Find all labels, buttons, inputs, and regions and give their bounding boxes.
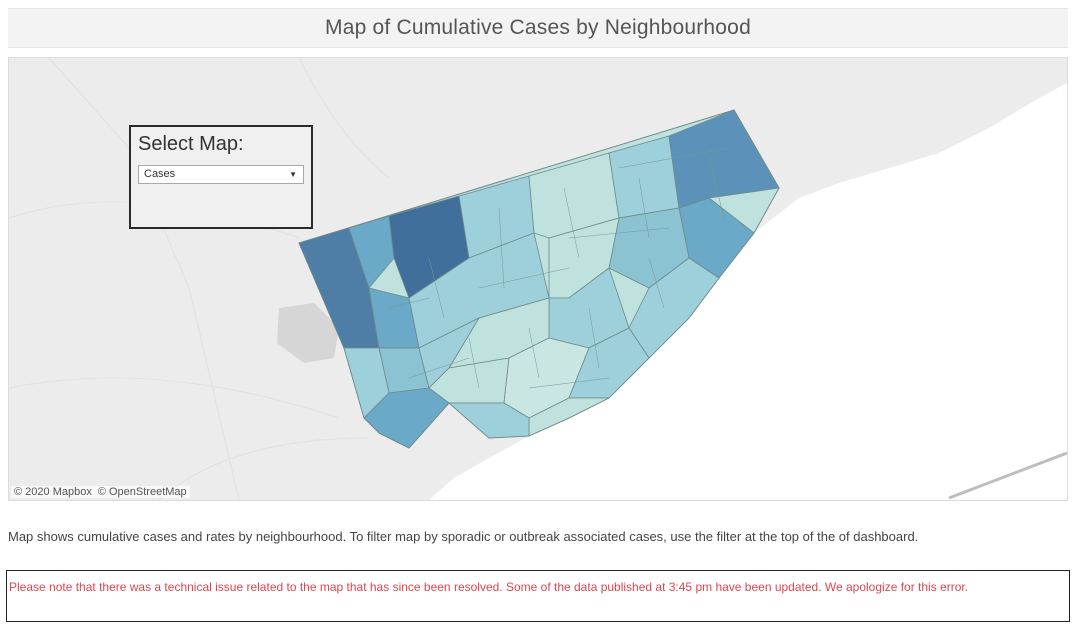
map-type-selected-value: Cases [144,168,176,180]
map-canvas[interactable] [9,58,1067,500]
neighbourhood-lakeshore [447,402,530,439]
mapbox-attribution-link[interactable]: © 2020 Mapbox [14,486,92,498]
map-attribution[interactable]: © 2020 Mapbox © OpenStreetMap [11,486,190,498]
map-type-dropdown[interactable]: Cases ▼ [138,165,304,184]
neighbourhood-borders [388,147,730,389]
error-notice-text: Please note that there was a technical i… [9,580,969,594]
osm-attribution-link[interactable]: © OpenStreetMap [97,486,187,498]
map-description: Map shows cumulative cases and rates by … [8,529,919,544]
park-area [277,303,339,363]
select-map-label: Select Map: [138,133,244,155]
page-title: Map of Cumulative Cases by Neighbourhood [325,16,751,39]
dropdown-arrow-icon[interactable]: ▼ [289,170,297,179]
map-selector-panel: Select Map: Cases ▼ [129,125,313,229]
shoreline-road [948,451,1067,500]
neighbourhood-beaches [528,397,610,437]
lake-water [429,83,1067,500]
neighbourhood-map[interactable]: © 2020 Mapbox © OpenStreetMap Select Map… [8,57,1068,501]
neighbourhood-malvern [668,109,780,209]
error-notice-box: Please note that there was a technical i… [6,570,1070,622]
title-bar: Map of Cumulative Cases by Neighbourhood [8,8,1068,48]
neighbourhood-polygons [298,109,780,449]
